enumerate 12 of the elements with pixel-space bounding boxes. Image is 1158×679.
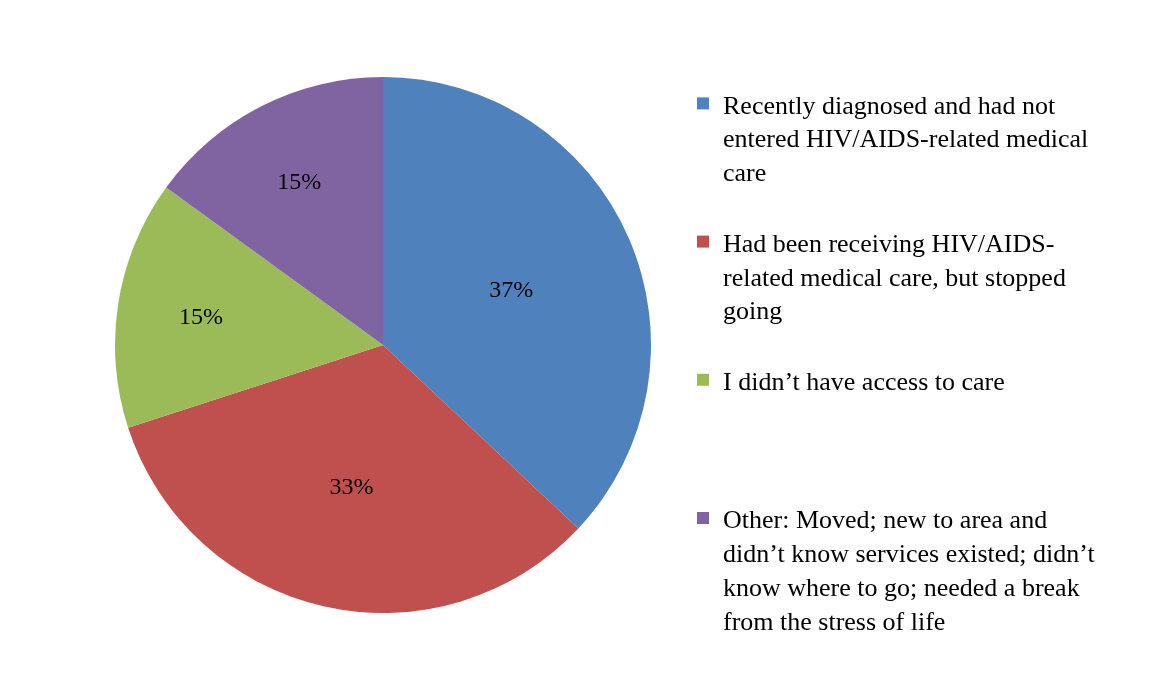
legend-label: I didn’t have access to care xyxy=(723,366,1005,396)
data-label: 15% xyxy=(277,167,322,194)
data-label: 33% xyxy=(329,472,374,499)
pie-slice xyxy=(383,77,651,529)
legend-label: Other: Moved; new to area and didn’t know services existed; didn’t know where to go; needed a break from the stress of life xyxy=(723,505,1096,636)
pie-slice xyxy=(166,77,383,345)
data-label: 37% xyxy=(489,276,534,303)
data-label: 15% xyxy=(178,303,223,330)
pie-slice xyxy=(115,187,383,428)
legend-label: Had been receiving HIV/AIDS-related medical care, but stopped going xyxy=(723,228,1066,326)
legend-label: Recently diagnosed and had not entered HIV/AIDS-related medical care xyxy=(723,90,1089,188)
pie-slice xyxy=(128,345,579,613)
